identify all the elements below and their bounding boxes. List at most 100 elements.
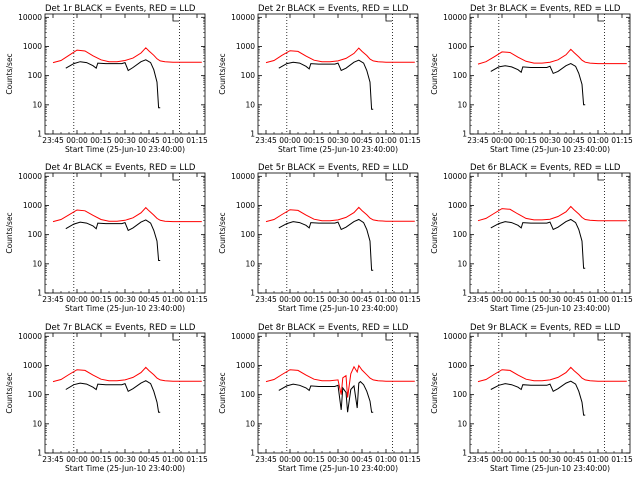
y-tick-label: 1: [462, 449, 467, 458]
y-axis-label: Counts/sec: [218, 372, 227, 413]
x-tick-label: 01:00: [587, 455, 609, 464]
corner-marker: [597, 174, 604, 181]
x-tick-label: 01:15: [611, 455, 633, 464]
x-axis-label: Start Time (25-Jun-10 23:40:00): [65, 145, 185, 154]
x-tick-label: 00:15: [90, 295, 112, 304]
x-tick-label: 23:45: [255, 295, 277, 304]
panel-title: Det 9r BLACK = Events, RED = LLD: [470, 323, 621, 333]
x-tick-label: 00:45: [138, 455, 160, 464]
events-series-line: [490, 63, 586, 106]
y-tick-label: 10000: [231, 172, 255, 181]
x-tick-label: 00:30: [327, 136, 349, 145]
x-tick-label: 00:00: [279, 455, 301, 464]
x-axis-label: Start Time (25-Jun-10 23:40:00): [490, 304, 610, 313]
plot-frame: [257, 332, 419, 454]
x-tick-label: 23:45: [467, 455, 489, 464]
y-tick-label: 1000: [236, 42, 255, 51]
plot-frame: [469, 172, 631, 294]
corner-marker: [172, 174, 179, 181]
y-axis-label: Counts/sec: [5, 212, 14, 253]
y-tick-label: 1000: [448, 42, 467, 51]
lld-series-line: [265, 364, 415, 398]
x-tick-label: 00:30: [539, 295, 561, 304]
x-tick-label: 00:15: [303, 295, 325, 304]
y-tick-label: 10: [32, 419, 42, 428]
x-tick-label: 01:00: [162, 295, 184, 304]
x-tick-label: 00:00: [279, 136, 301, 145]
x-tick-label: 23:45: [467, 295, 489, 304]
y-tick-label: 100: [241, 390, 256, 399]
y-tick-label: 10000: [231, 13, 255, 22]
y-tick-label: 10000: [18, 332, 42, 341]
x-tick-label: 00:00: [66, 295, 88, 304]
y-tick-label: 10: [245, 100, 255, 109]
x-tick-label: 01:00: [587, 295, 609, 304]
y-tick-label: 1000: [448, 361, 467, 370]
x-tick-label: 00:45: [351, 455, 373, 464]
x-tick-label: 01:15: [186, 455, 208, 464]
x-tick-label: 23:45: [42, 295, 64, 304]
x-tick-label: 00:30: [327, 455, 349, 464]
y-tick-label: 10: [245, 419, 255, 428]
y-tick-label: 100: [453, 71, 468, 80]
x-tick-label: 23:45: [255, 455, 277, 464]
events-series-line: [65, 59, 161, 109]
x-axis-label: Start Time (25-Jun-10 23:40:00): [65, 304, 185, 313]
corner-marker: [385, 334, 392, 341]
events-series-line: [490, 218, 586, 269]
x-tick-label: 01:15: [399, 455, 421, 464]
y-tick-label: 1: [462, 130, 467, 139]
y-tick-label: 10: [457, 100, 467, 109]
x-tick-label: 00:30: [114, 136, 136, 145]
corner-marker: [172, 334, 179, 341]
x-tick-label: 00:30: [327, 295, 349, 304]
lld-series-line: [477, 366, 627, 383]
x-tick-label: 00:45: [563, 136, 585, 145]
y-tick-label: 1: [37, 449, 42, 458]
events-series-line: [490, 380, 586, 416]
y-tick-label: 10: [457, 259, 467, 268]
panel-title: Det 6r BLACK = Events, RED = LLD: [470, 163, 621, 173]
lld-series-line: [52, 206, 202, 223]
x-tick-label: 00:15: [515, 136, 537, 145]
x-tick-label: 00:15: [303, 455, 325, 464]
corner-marker: [385, 15, 392, 22]
y-tick-label: 10: [245, 259, 255, 268]
x-tick-label: 00:45: [563, 295, 585, 304]
events-series-line: [278, 218, 374, 271]
y-tick-label: 1000: [23, 361, 42, 370]
y-tick-label: 10: [32, 259, 42, 268]
x-tick-label: 01:00: [375, 295, 397, 304]
panel-title: Det 8r BLACK = Events, RED = LLD: [258, 323, 409, 333]
y-tick-label: 100: [453, 230, 468, 239]
plot-frame: [44, 332, 206, 454]
corner-marker: [385, 174, 392, 181]
lld-series-line: [477, 205, 627, 222]
x-tick-label: 01:15: [611, 136, 633, 145]
y-axis-label: Counts/sec: [218, 212, 227, 253]
x-tick-label: 00:45: [563, 455, 585, 464]
panel-9: Det 9r BLACK = Events, RED = LLD 23:45 00:…: [430, 323, 633, 473]
corner-marker: [597, 334, 604, 341]
x-tick-label: 00:15: [515, 295, 537, 304]
x-tick-label: 00:45: [138, 295, 160, 304]
plot-frame: [44, 172, 206, 294]
y-tick-label: 100: [28, 71, 43, 80]
x-tick-label: 23:45: [467, 136, 489, 145]
y-axis-label: Counts/sec: [218, 53, 227, 94]
events-series-line: [65, 219, 161, 261]
y-axis-label: Counts/sec: [430, 212, 439, 253]
plot-frame: [257, 172, 419, 294]
y-tick-label: 1000: [23, 201, 42, 210]
x-tick-label: 01:00: [162, 455, 184, 464]
y-tick-label: 10000: [443, 332, 467, 341]
y-tick-label: 10000: [443, 13, 467, 22]
y-tick-label: 1: [250, 449, 255, 458]
x-tick-label: 01:15: [399, 136, 421, 145]
x-tick-label: 00:00: [66, 455, 88, 464]
x-tick-label: 00:15: [303, 136, 325, 145]
